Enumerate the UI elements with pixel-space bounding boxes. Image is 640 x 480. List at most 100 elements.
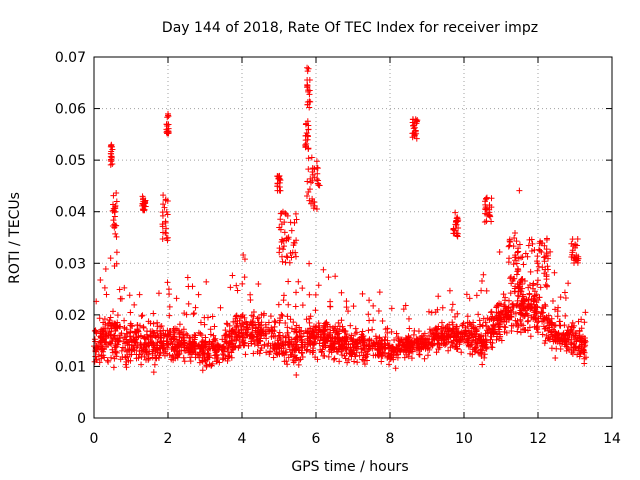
data-point <box>265 340 272 347</box>
data-point <box>293 216 300 223</box>
data-point <box>412 127 419 134</box>
data-point <box>452 209 459 216</box>
data-point <box>180 354 187 361</box>
data-point <box>379 317 386 324</box>
data-point <box>316 322 323 329</box>
data-point <box>277 317 284 324</box>
data-point <box>166 352 173 359</box>
data-point <box>328 345 335 352</box>
data-point <box>250 309 257 316</box>
data-point <box>123 364 130 371</box>
data-point <box>502 303 509 310</box>
data-point <box>161 332 168 339</box>
data-point <box>199 338 206 345</box>
data-point <box>164 130 171 137</box>
data-point <box>348 349 355 356</box>
data-point <box>235 327 242 334</box>
data-point <box>541 301 548 308</box>
data-point <box>321 331 328 338</box>
data-points <box>91 64 589 379</box>
data-point <box>101 315 108 322</box>
data-point <box>576 334 583 341</box>
data-point <box>185 283 192 290</box>
data-point <box>417 346 424 353</box>
data-point <box>289 347 296 354</box>
data-point <box>454 310 461 317</box>
data-point <box>548 345 555 352</box>
data-point <box>112 327 119 334</box>
data-point <box>416 339 423 346</box>
data-point <box>578 316 585 323</box>
data-point <box>535 329 542 336</box>
data-point <box>142 198 149 205</box>
data-point <box>276 249 283 256</box>
data-point <box>262 321 269 328</box>
data-point <box>219 336 226 343</box>
data-point <box>163 129 170 136</box>
data-point <box>292 210 299 217</box>
data-point <box>397 341 404 348</box>
data-point <box>122 361 129 368</box>
data-point <box>386 361 392 368</box>
data-point <box>304 178 311 185</box>
data-point <box>144 328 151 335</box>
data-point <box>284 324 291 331</box>
data-point <box>479 361 486 368</box>
data-point <box>280 297 287 304</box>
data-point <box>450 334 457 341</box>
data-point <box>404 345 411 352</box>
data-point <box>312 307 319 314</box>
data-point <box>324 321 331 328</box>
data-point <box>453 323 460 330</box>
data-point <box>150 310 157 317</box>
data-point <box>343 331 350 338</box>
data-point <box>336 358 343 365</box>
data-point <box>359 356 366 363</box>
data-point <box>302 141 309 148</box>
data-point <box>388 348 395 355</box>
data-point <box>109 320 116 327</box>
data-point <box>211 323 218 330</box>
data-point <box>571 336 578 343</box>
data-point <box>541 270 548 277</box>
data-point <box>254 315 261 322</box>
data-point <box>557 322 564 329</box>
data-point <box>352 353 359 360</box>
data-point <box>305 87 312 94</box>
data-point <box>161 204 168 211</box>
data-point <box>417 334 424 341</box>
data-point <box>554 308 561 315</box>
data-point <box>121 284 128 291</box>
data-point <box>283 348 290 355</box>
data-point <box>210 332 217 339</box>
data-point <box>285 354 292 361</box>
data-point <box>354 345 361 352</box>
data-point <box>306 186 313 193</box>
data-point <box>103 332 110 339</box>
data-point <box>304 101 311 108</box>
data-point <box>505 312 512 319</box>
data-point <box>284 313 291 320</box>
data-point <box>453 215 460 222</box>
data-point <box>217 304 224 311</box>
x-tick-label: 14 <box>603 431 621 447</box>
data-point <box>107 157 114 164</box>
data-point <box>288 227 295 234</box>
data-point <box>113 198 120 205</box>
data-point <box>287 316 294 323</box>
data-point <box>215 354 222 361</box>
data-point <box>543 250 550 257</box>
data-point <box>312 291 319 298</box>
data-point <box>209 313 216 320</box>
data-point <box>96 315 103 322</box>
data-point <box>228 349 235 356</box>
data-point <box>218 346 225 353</box>
data-point <box>110 201 117 208</box>
data-point <box>163 230 170 237</box>
data-point <box>198 332 205 339</box>
data-point <box>490 317 497 324</box>
data-point <box>338 317 345 324</box>
data-point <box>343 298 350 305</box>
y-tick-label: 0.05 <box>55 153 86 169</box>
